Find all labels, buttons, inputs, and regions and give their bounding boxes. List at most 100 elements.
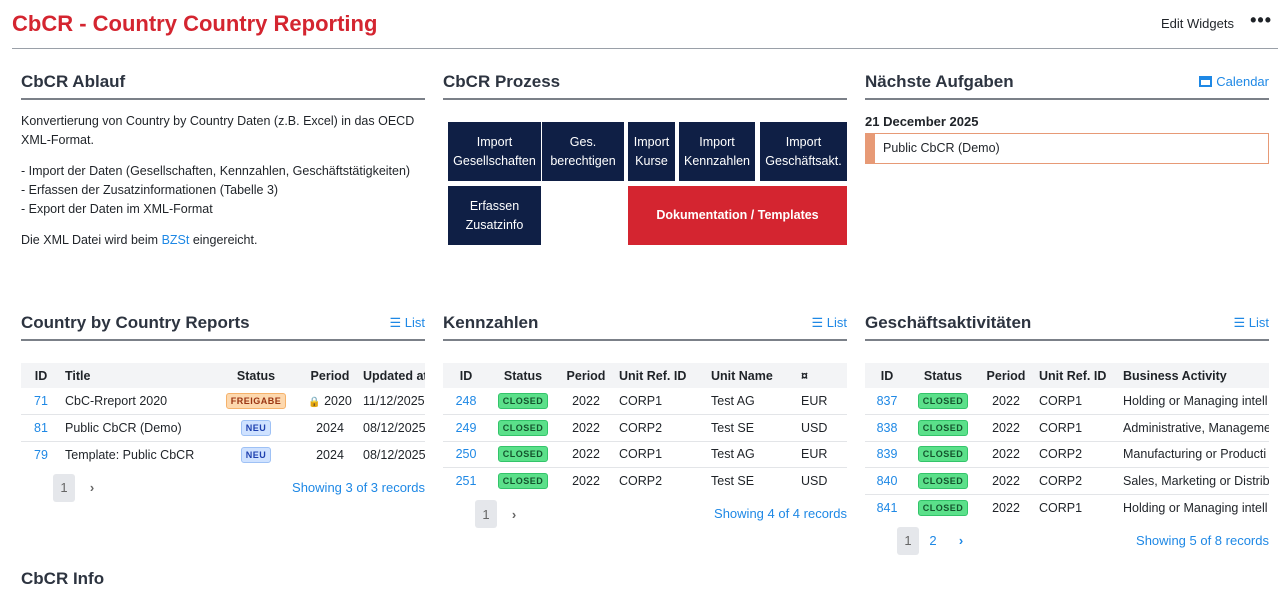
widget-kennzahlen: Kennzahlen ☰ List ID Status Period Unit Ref.…: [443, 313, 847, 534]
cell: 2022: [977, 467, 1035, 495]
process-button[interactable]: Import Gesellschaften: [448, 122, 541, 181]
task-date: 21 December 2025: [865, 114, 979, 129]
table-row[interactable]: 841 CLOSED 2022 CORP1 Holding or Managing in…: [865, 494, 1269, 521]
list-link[interactable]: ☰ List: [1233, 315, 1269, 330]
table-row[interactable]: 250 CLOSED 2022 CORP1 Test AG EUR: [443, 441, 847, 469]
widget-title: CbCR Prozess: [443, 72, 561, 91]
page-header: CbCR - Country Country Reporting Edit Wi…: [12, 0, 1278, 49]
cell: CORP1: [615, 388, 707, 416]
table-row[interactable]: 837 CLOSED 2022 CORP1 Holding or Managing in…: [865, 388, 1269, 416]
records-count[interactable]: Showing 5 of 8 records: [1136, 532, 1269, 548]
status-badge: CLOSED: [497, 393, 549, 410]
records-count[interactable]: Showing 3 of 3 records: [292, 479, 425, 495]
cell: CORP2: [619, 474, 663, 489]
status-badge: CLOSED: [497, 473, 549, 490]
cell: CORP2: [1035, 441, 1119, 469]
cell: Holding or Managing intell: [1123, 500, 1268, 515]
column-header[interactable]: Status: [909, 363, 977, 388]
column-header[interactable]: ID: [443, 363, 489, 388]
table-row[interactable]: 838 CLOSED 2022 CORP1 Administrative, Manage…: [865, 414, 1269, 442]
column-header[interactable]: Unit Name: [707, 363, 797, 388]
documentation-button[interactable]: Dokumentation / Templates: [628, 186, 847, 245]
chevron-right-icon[interactable]: ›: [511, 506, 517, 522]
record-link[interactable]: 841: [876, 500, 898, 515]
status-badge: FREIGABE: [225, 393, 287, 410]
cell: Test AG: [707, 388, 797, 416]
record-link[interactable]: 250: [455, 447, 477, 462]
column-header[interactable]: Updated at: [359, 363, 425, 388]
record-link[interactable]: 81: [34, 420, 48, 435]
list-icon: ☰: [811, 315, 827, 330]
ellipsis-icon[interactable]: •••: [1250, 10, 1272, 30]
cell: CORP1: [1039, 500, 1083, 515]
table-row[interactable]: 81 Public CbCR (Demo) NEU 2024 08/12/2025,: [21, 414, 425, 442]
table-row[interactable]: 839 CLOSED 2022 CORP2 Manufacturing or Produ…: [865, 441, 1269, 469]
step-item: - Erfassen der Zusatzinformationen (Tabe…: [21, 183, 279, 197]
column-header[interactable]: Unit Ref. ID: [615, 363, 707, 388]
page-2[interactable]: 2: [929, 533, 937, 549]
column-header[interactable]: ID: [865, 363, 909, 388]
record-link[interactable]: 251: [455, 474, 477, 489]
calendar-link[interactable]: Calendar: [1199, 74, 1269, 89]
records-count[interactable]: Showing 4 of 4 records: [714, 506, 847, 522]
record-link[interactable]: 839: [876, 447, 898, 462]
record-link[interactable]: 79: [34, 447, 48, 462]
widget-aufgaben: Nächste Aufgaben Calendar 21 December 20…: [865, 72, 1269, 164]
page-1[interactable]: 1: [475, 500, 497, 529]
bzst-link[interactable]: BZSt: [161, 233, 190, 247]
list-link[interactable]: ☰ List: [389, 315, 425, 330]
step-item: - Import der Daten (Gesellschaften, Kenn…: [21, 164, 411, 178]
table-row[interactable]: 249 CLOSED 2022 CORP2 Test SE USD: [443, 414, 847, 442]
title-cell: Template: Public CbCR: [65, 447, 195, 462]
list-link[interactable]: ☰ List: [811, 315, 847, 330]
record-link[interactable]: 249: [455, 420, 477, 435]
process-button[interactable]: Import Kennzahlen: [679, 122, 755, 181]
record-link[interactable]: 248: [455, 394, 477, 409]
record-link[interactable]: 838: [876, 420, 898, 435]
process-button[interactable]: Erfassen Zusatzinfo: [448, 186, 541, 245]
cell: Administrative, Manageme: [1119, 414, 1269, 442]
table-row[interactable]: 251 CLOSED 2022 CORP2 Test SE USD: [443, 468, 847, 495]
cell: EUR: [797, 441, 847, 469]
column-header[interactable]: ID: [21, 363, 61, 388]
column-header[interactable]: Period: [557, 363, 615, 388]
record-link[interactable]: 837: [876, 394, 898, 409]
column-header[interactable]: ¤: [797, 363, 847, 388]
table-row[interactable]: 71 CbC-Rreport 2020 FREIGABE 🔒 2020 11/12/20…: [21, 388, 425, 416]
page-1[interactable]: 1: [53, 473, 75, 502]
edit-widgets-button[interactable]: Edit Widgets: [1161, 16, 1234, 31]
chevron-right-icon[interactable]: ›: [89, 480, 95, 496]
cell: USD: [797, 414, 847, 442]
chevron-right-icon[interactable]: ›: [958, 533, 964, 549]
column-header[interactable]: Unit Ref. ID: [1035, 363, 1119, 388]
column-header[interactable]: Period: [301, 363, 359, 388]
task-item[interactable]: Public CbCR (Demo): [865, 133, 1269, 164]
column-header[interactable]: Title: [61, 363, 211, 388]
column-header[interactable]: Status: [489, 363, 557, 388]
status-badge: CLOSED: [497, 419, 549, 436]
column-header[interactable]: Business Activity: [1119, 363, 1269, 388]
submission-note: Die XML Datei wird beim BZSt eingereicht…: [21, 233, 258, 247]
cell: Sales, Marketing or Distrib: [1119, 467, 1269, 495]
status-badge: CLOSED: [917, 473, 969, 490]
record-link[interactable]: 71: [34, 394, 48, 409]
step-item: - Export der Daten im XML-Format: [21, 202, 213, 216]
process-button[interactable]: Import Kurse: [628, 122, 675, 181]
list-icon: ☰: [1233, 315, 1249, 330]
cell: USD: [801, 474, 828, 489]
widget-title: CbCR Ablauf: [21, 72, 126, 91]
column-header[interactable]: Status: [211, 363, 301, 388]
cell: 2022: [977, 441, 1035, 469]
process-button[interactable]: Import Geschäftsakt.: [760, 122, 847, 181]
status-badge: CLOSED: [917, 446, 969, 463]
cell: Test SE: [711, 474, 755, 489]
column-header[interactable]: Period: [977, 363, 1035, 388]
status-badge: NEU: [240, 419, 272, 436]
cell: EUR: [797, 388, 847, 416]
record-link[interactable]: 840: [876, 474, 898, 489]
table-row[interactable]: 248 CLOSED 2022 CORP1 Test AG EUR: [443, 388, 847, 416]
process-button[interactable]: Ges. berechtigen: [542, 122, 624, 181]
page-1[interactable]: 1: [897, 526, 919, 555]
table-row[interactable]: 79 Template: Public CbCR NEU 2024 08/12/2025…: [21, 441, 425, 468]
table-row[interactable]: 840 CLOSED 2022 CORP2 Sales, Marketing or Di…: [865, 467, 1269, 495]
